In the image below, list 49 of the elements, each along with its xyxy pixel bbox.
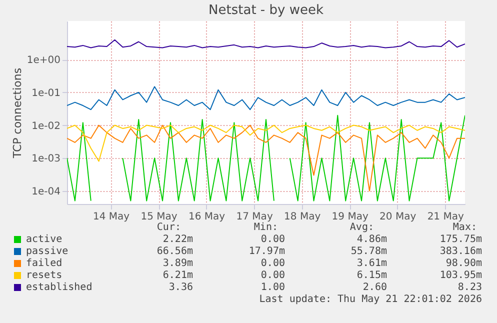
text: 66.56m bbox=[156, 246, 193, 258]
text: 6.15m bbox=[356, 270, 387, 282]
y-tick-label: 1e-01 bbox=[32, 88, 60, 99]
y-axis-title: TCP connections bbox=[10, 68, 24, 160]
line-series bbox=[67, 86, 465, 110]
text: 4.86m bbox=[356, 234, 387, 246]
text: 8.23 bbox=[458, 282, 482, 294]
text: 55.78m bbox=[350, 246, 387, 258]
text: 17.97m bbox=[248, 246, 285, 258]
line-series bbox=[67, 124, 465, 162]
line-series bbox=[67, 124, 465, 192]
chart-title: Netstat - by week bbox=[208, 3, 324, 18]
x-tick-label: 16 May bbox=[188, 212, 226, 222]
text: 98.90m bbox=[446, 258, 482, 270]
text: 1.00 bbox=[260, 282, 285, 294]
text: 3.61m bbox=[356, 258, 387, 270]
x-tick-label: 18 May bbox=[284, 212, 321, 222]
text: Last update: Thu May 21 22:01:02 2026 bbox=[259, 294, 482, 306]
text: 103.95m bbox=[440, 270, 482, 282]
x-tick-label: 19 May bbox=[332, 212, 368, 222]
x-tick-label: 21 May bbox=[427, 212, 464, 222]
legend-label: active bbox=[26, 234, 62, 246]
text: 3.89m bbox=[162, 258, 193, 270]
y-tick-label: 1e-04 bbox=[32, 186, 60, 198]
text: 0.00 bbox=[260, 270, 285, 282]
text: 2.22m bbox=[162, 234, 193, 246]
legend-label: failed bbox=[26, 258, 62, 270]
x-tick-label: 15 May bbox=[140, 212, 178, 222]
text: 3.36 bbox=[168, 282, 193, 294]
legend-label: passive bbox=[26, 246, 68, 258]
x-tick-label: 17 May bbox=[236, 212, 273, 222]
text: 6.21m bbox=[162, 270, 193, 282]
y-tick-label: 1e+00 bbox=[26, 55, 60, 66]
text: Avg: bbox=[350, 222, 374, 234]
text: 175.75m bbox=[440, 234, 482, 246]
y-tick-label: 1e-03 bbox=[32, 154, 60, 165]
text: Max: bbox=[452, 222, 477, 234]
text: 2.60 bbox=[362, 282, 387, 294]
text: 0.00 bbox=[260, 258, 285, 270]
line-series bbox=[67, 39, 465, 48]
legend-label: established bbox=[26, 282, 92, 294]
x-tick-label: 14 May bbox=[92, 212, 130, 222]
x-tick-label: 20 May bbox=[380, 212, 416, 222]
text: 0.00 bbox=[260, 234, 285, 246]
text: Min: bbox=[254, 222, 278, 234]
y-tick-label: 1e-02 bbox=[32, 120, 60, 132]
legend-label: resets bbox=[26, 270, 62, 282]
text: Cur: bbox=[156, 222, 181, 234]
text: 383.16m bbox=[440, 246, 482, 258]
